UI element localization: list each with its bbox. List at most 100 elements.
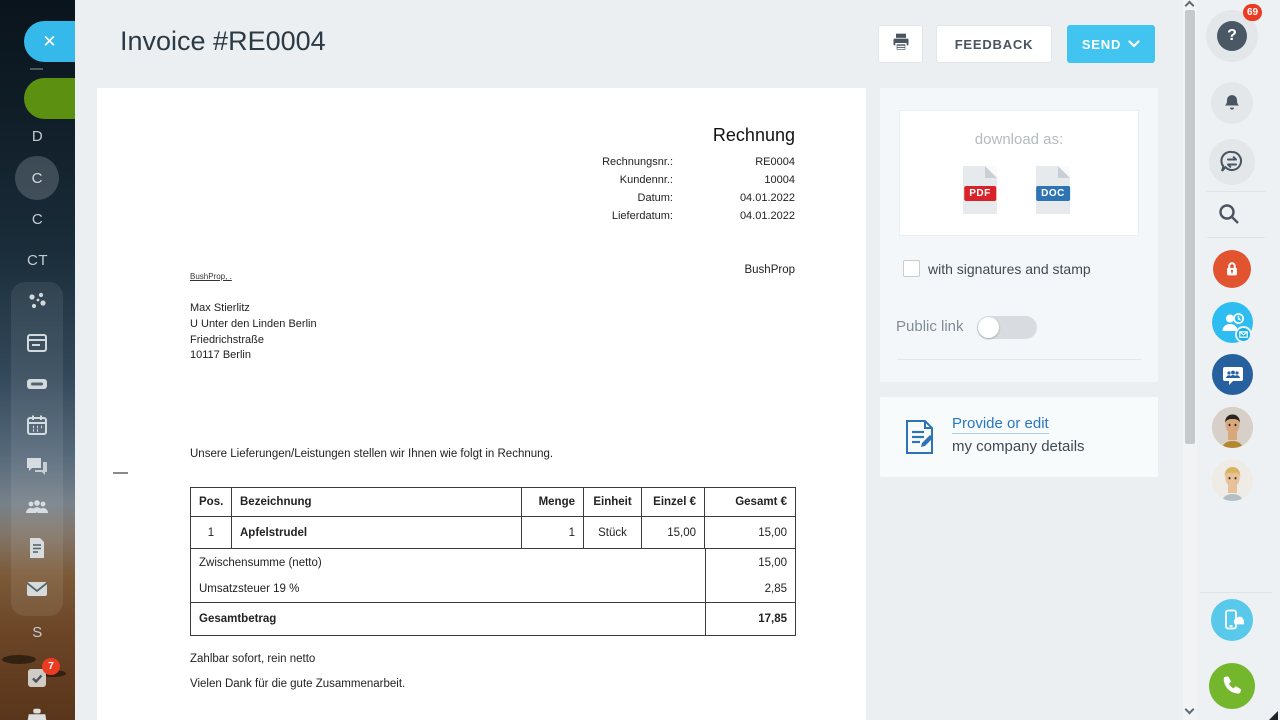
table-row: 1 Apfelstrudel 1 Stück 15,00 15,00 — [190, 516, 796, 549]
chat-transfer-icon — [1219, 149, 1245, 175]
agent-avatar[interactable] — [1212, 407, 1253, 448]
person-clock-icon — [1220, 310, 1246, 336]
intro-line: Unsere Lieferungen/Leistungen stellen wi… — [190, 448, 554, 460]
col-header: Bezeichnung — [231, 487, 522, 517]
wallpaper-rock — [2, 655, 36, 664]
support-rail: ? 69 — [1197, 0, 1280, 720]
help-badge: 69 — [1243, 4, 1263, 21]
document-icon[interactable] — [25, 536, 49, 560]
col-header: Gesamt € — [704, 487, 796, 517]
meta-label: Datum: — [637, 192, 673, 204]
meta-value: 04.01.2022 — [739, 210, 795, 222]
dock-item-s[interactable]: S — [32, 624, 43, 641]
bell-icon — [1222, 93, 1242, 113]
network-icon[interactable] — [25, 289, 49, 313]
security-button[interactable] — [1213, 250, 1251, 288]
rail-divider — [1207, 237, 1265, 238]
search-button[interactable] — [1217, 202, 1241, 226]
meta-value: 04.01.2022 — [739, 192, 795, 204]
meta-value: RE0004 — [755, 156, 795, 168]
call-button[interactable] — [1209, 663, 1255, 709]
scroll-up-arrow[interactable] — [1184, 0, 1195, 11]
close-button[interactable]: ✕ — [24, 21, 75, 62]
lock-icon — [1223, 260, 1241, 278]
drive-icon[interactable] — [25, 372, 49, 396]
payment-terms: Zahlbar sofort, rein netto — [190, 653, 316, 665]
dock-item-ct[interactable]: CT — [27, 252, 48, 269]
document-title: Rechnung — [712, 125, 795, 145]
company-details-card: Provide or edit my company details — [880, 397, 1158, 477]
download-pdf-button[interactable]: PDF — [963, 166, 997, 214]
live-chat-button[interactable] — [1209, 139, 1255, 185]
group-chat-icon — [1221, 363, 1245, 387]
phone-icon — [1220, 674, 1244, 698]
page-title: Invoice #RE0004 — [120, 26, 326, 56]
invoice-meta: Rechnungsnr.: RE0004 Kundennr.: 10004 Datu… — [497, 153, 795, 225]
subtotal-row: Zwischensumme (netto) 15,00 — [191, 549, 795, 576]
toggle-knob — [978, 317, 999, 338]
edit-document-icon — [904, 419, 936, 460]
items-table: Pos. Bezeichnung Menge Einheit Einzel € … — [190, 487, 796, 549]
company-name: BushProp — [744, 264, 795, 276]
company-edit-link[interactable]: Provide or edit — [952, 415, 1049, 434]
company-edit-text: my company details — [952, 438, 1085, 455]
phone-cloud-icon — [1220, 608, 1244, 632]
download-panel: download as: PDF DOC with signatures and… — [880, 88, 1158, 382]
signatures-checkbox[interactable] — [903, 260, 920, 277]
thanks-line: Vielen Dank für die gute Zusammenarbeit. — [190, 678, 406, 690]
people-icon[interactable] — [25, 495, 49, 519]
chat-icon[interactable] — [25, 454, 49, 478]
printer-icon — [891, 32, 911, 57]
meta-label: Kundennr.: — [619, 174, 673, 186]
download-card: download as: PDF DOC — [899, 110, 1139, 236]
dock-item-c[interactable]: C — [31, 211, 44, 228]
scrollbar-thumb[interactable] — [1185, 10, 1195, 444]
desktop-dock: ✕ D C C CT S 7 — [0, 0, 75, 720]
mail-icon[interactable] — [25, 577, 49, 601]
totals-section: Zwischensumme (netto) 15,00 Umsatzsteuer… — [190, 549, 796, 636]
recipient-address: Max Stierlitz U Unter den Linden Berlin … — [190, 302, 317, 362]
tasks-icon[interactable] — [25, 666, 51, 692]
sender-line: BushProp, . — [190, 272, 232, 281]
community-button[interactable] — [1212, 354, 1253, 395]
dock-green-button[interactable] — [24, 78, 75, 119]
print-button[interactable] — [878, 25, 923, 63]
public-link-toggle[interactable] — [977, 316, 1037, 339]
vertical-scrollbar[interactable] — [1183, 0, 1197, 720]
public-link-label: Public link — [896, 318, 964, 335]
dock-icon-group — [11, 282, 63, 616]
send-button[interactable]: SEND — [1067, 25, 1155, 63]
download-doc-button[interactable]: DOC — [1036, 166, 1070, 214]
col-header: Menge — [521, 487, 584, 517]
notifications-button[interactable] — [1211, 82, 1253, 124]
rail-divider — [1200, 592, 1272, 593]
signatures-label: with signatures and stamp — [928, 261, 1091, 277]
meta-value: 10004 — [764, 174, 795, 186]
weight-icon[interactable] — [25, 706, 51, 720]
col-header: Einzel € — [641, 487, 705, 517]
dock-item-c-circle[interactable]: C — [15, 156, 59, 200]
dock-divider — [30, 68, 43, 70]
dock-item-d[interactable]: D — [31, 128, 44, 145]
feedback-button[interactable]: FEEDBACK — [936, 25, 1052, 63]
doc-icon: DOC — [1036, 186, 1070, 201]
col-header: Einheit — [583, 487, 642, 517]
scroll-down-arrow[interactable] — [1184, 704, 1195, 716]
mobile-app-button[interactable] — [1211, 599, 1253, 641]
agent-avatar[interactable] — [1212, 460, 1253, 501]
fold-mark — [113, 472, 128, 474]
message-mini-badge — [1235, 326, 1252, 343]
calendar-icon[interactable] — [25, 413, 49, 437]
tax-row: Umsatzsteuer 19 % 2,85 — [191, 576, 795, 602]
meta-label: Lieferdatum: — [611, 210, 673, 222]
search-icon — [1217, 202, 1241, 226]
total-row: Gesamtbetrag 17,85 — [191, 602, 795, 635]
chevron-down-icon — [1128, 40, 1140, 48]
window-icon[interactable] — [25, 331, 49, 355]
invoice-document: Rechnung Rechnungsnr.: RE0004 Kundennr.: 1… — [97, 88, 866, 720]
close-icon: ✕ — [42, 31, 57, 51]
col-header: Pos. — [190, 487, 232, 517]
question-mark-icon: ? — [1217, 21, 1247, 51]
download-label: download as: — [974, 131, 1064, 148]
rail-divider — [1207, 191, 1265, 192]
